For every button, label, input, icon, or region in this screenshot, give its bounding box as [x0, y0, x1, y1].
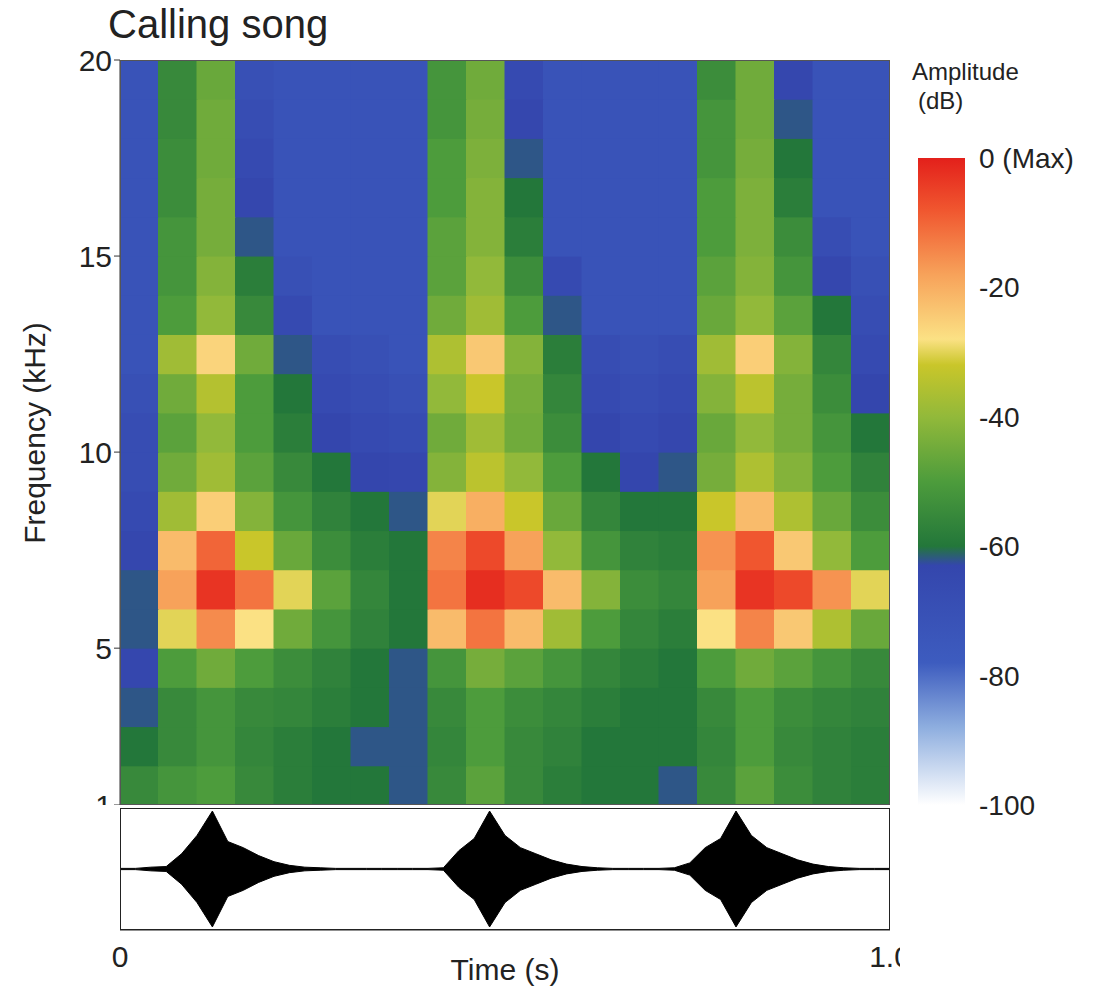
svg-text:15: 15: [79, 240, 112, 273]
html-text:Calling song: Calling song: [108, 2, 329, 46]
svg-text:1: 1: [95, 789, 112, 805]
html-text:Frequency (kHz): Frequency (kHz): [18, 321, 51, 544]
svg-text:1.0: 1.0: [869, 940, 900, 973]
svg-text:Time (s): Time (s): [451, 953, 560, 986]
svg-text:20: 20: [79, 50, 112, 77]
svg-text:-60: -60: [979, 531, 1019, 562]
svg-text:10: 10: [79, 436, 112, 469]
html-text:Amplitude: Amplitude: [912, 58, 1019, 85]
svg-text:0 (Max): 0 (Max): [979, 148, 1074, 174]
svg-text:-100: -100: [979, 790, 1035, 815]
svg-text:-40: -40: [979, 402, 1019, 433]
svg-text:5: 5: [95, 632, 112, 665]
svg-text:0: 0: [112, 940, 129, 973]
svg-text:-80: -80: [979, 661, 1019, 692]
svg-text:-20: -20: [979, 272, 1019, 303]
html-text:(dB): (dB): [918, 86, 964, 114]
